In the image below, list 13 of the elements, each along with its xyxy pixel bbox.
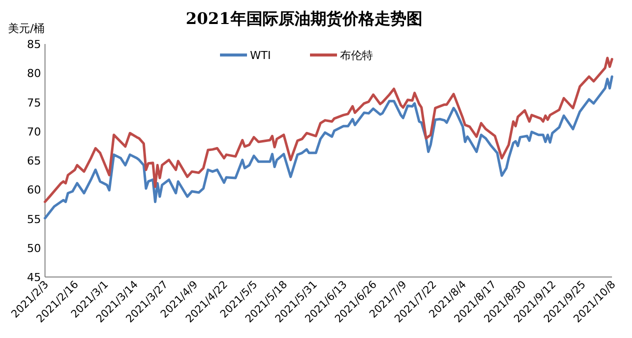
y-tick-label: 60: [27, 184, 41, 197]
legend-label: 布伦特: [340, 49, 373, 62]
y-tick-label: 65: [27, 154, 41, 168]
y-tick-label: 55: [27, 212, 41, 226]
y-tick-label: 70: [27, 125, 41, 138]
y-axis-title: 美元/桶: [8, 22, 45, 35]
y-tick-label: 45: [27, 271, 41, 284]
legend-label: WTI: [250, 49, 271, 62]
y-tick-label: 75: [27, 96, 41, 110]
y-tick-label: 80: [27, 67, 41, 80]
y-tick-label: 85: [27, 38, 41, 51]
chart-title: 2021年国际原油期货价格走势图: [186, 9, 422, 28]
y-tick-label: 50: [27, 242, 41, 255]
